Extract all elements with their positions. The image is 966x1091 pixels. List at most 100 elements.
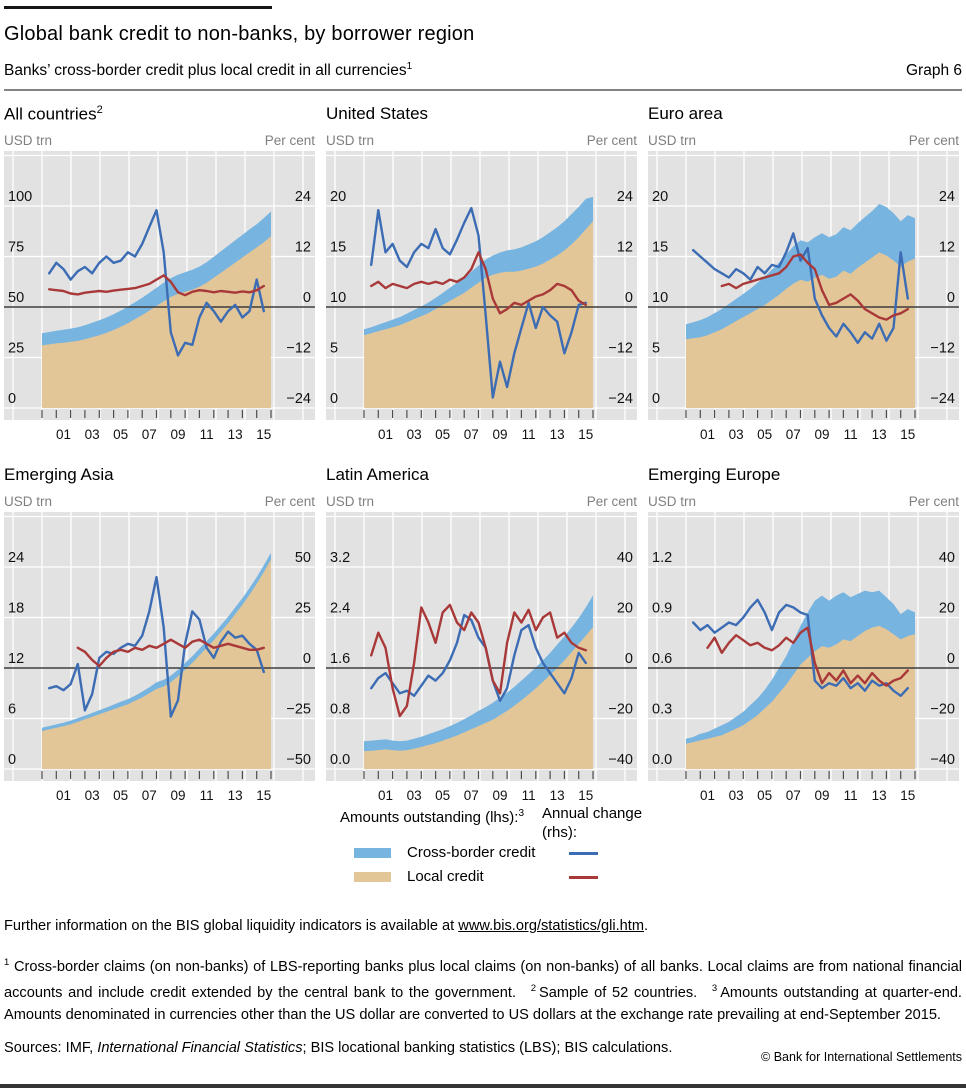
- blue-line-sample-icon: [569, 852, 598, 855]
- panel-title-text: Emerging Europe: [648, 465, 781, 485]
- svg-text:18: 18: [8, 601, 24, 617]
- svg-text:0: 0: [330, 391, 338, 407]
- svg-text:−12: −12: [930, 341, 955, 357]
- legend-row-local-credit: Local credit: [334, 866, 652, 890]
- svg-text:−40: −40: [930, 752, 955, 768]
- svg-text:15: 15: [256, 427, 271, 442]
- svg-text:0.0: 0.0: [652, 752, 672, 768]
- svg-text:12: 12: [8, 651, 24, 667]
- svg-text:−12: −12: [608, 341, 633, 357]
- svg-text:03: 03: [407, 427, 422, 442]
- legend-header-amounts: Amounts outstanding (lhs):3: [340, 804, 542, 842]
- svg-text:24: 24: [939, 189, 955, 205]
- axis-units: USD trn Per cent: [4, 494, 315, 509]
- right-axis-unit: Per cent: [264, 494, 315, 510]
- svg-text:40: 40: [939, 550, 955, 566]
- right-axis-unit: Per cent: [908, 133, 959, 149]
- svg-text:−24: −24: [608, 391, 633, 407]
- svg-text:0: 0: [625, 651, 633, 667]
- svg-text:−40: −40: [608, 752, 633, 768]
- panel-emerging-asia: Emerging Asia USD trn Per cent 24 18 12 6 0 5…: [4, 465, 326, 812]
- left-axis-unit: USD trn: [648, 133, 697, 149]
- svg-text:10: 10: [330, 290, 346, 306]
- svg-text:2.4: 2.4: [330, 601, 350, 617]
- svg-text:5: 5: [652, 341, 660, 357]
- svg-text:07: 07: [786, 427, 801, 442]
- svg-text:09: 09: [814, 427, 829, 442]
- svg-text:07: 07: [786, 788, 801, 803]
- svg-text:11: 11: [200, 427, 214, 442]
- svg-text:5: 5: [330, 341, 338, 357]
- chart-canvas-euro-area: 20 15 10 5 0 24 12 0 −12 −24 01 03 05 07 09 11 13 15: [648, 151, 959, 442]
- panel-all-countries: All countries2 USD trn Per cent 100 75 50 2…: [4, 104, 326, 451]
- svg-text:05: 05: [435, 788, 450, 803]
- svg-text:01: 01: [700, 427, 715, 442]
- chart-canvas-emerging-europe: 1.2 0.9 0.6 0.3 0.0 40 20 0 −20 −40 01 03 05 07 09 11 13…: [648, 512, 959, 803]
- legend-footnote-marker: 3: [518, 808, 524, 819]
- svg-text:07: 07: [464, 788, 479, 803]
- footer: Further information on the BIS global li…: [4, 916, 962, 1056]
- chart-canvas-all-countries: 100 75 50 25 0 24 12 0 −12 −24 01 03 05 07 09 11 13 15: [4, 151, 315, 442]
- svg-text:05: 05: [757, 788, 772, 803]
- info-text-end: .: [644, 918, 649, 935]
- left-axis-unit: USD trn: [4, 133, 53, 149]
- gli-link[interactable]: www.bis.org/statistics/gli.htm: [458, 918, 644, 935]
- footnote-text-2: Sample of 52 countries.: [539, 984, 698, 1001]
- svg-text:03: 03: [729, 427, 744, 442]
- svg-text:0: 0: [947, 290, 955, 306]
- svg-text:15: 15: [652, 240, 668, 256]
- panel-title: Emerging Asia: [4, 465, 326, 490]
- svg-text:05: 05: [113, 427, 128, 442]
- svg-text:12: 12: [617, 240, 633, 256]
- svg-text:50: 50: [8, 290, 24, 306]
- red-line-sample-icon: [569, 876, 598, 879]
- svg-text:03: 03: [729, 788, 744, 803]
- svg-text:6: 6: [8, 702, 16, 718]
- panel-latin-america: Latin America USD trn Per cent 3.2 2.4 1.6…: [326, 465, 648, 812]
- svg-text:11: 11: [200, 788, 214, 803]
- svg-text:25: 25: [8, 341, 24, 357]
- panel-title: Latin America: [326, 465, 648, 490]
- footnote-marker-1: 1: [4, 957, 10, 969]
- svg-text:3.2: 3.2: [330, 550, 350, 566]
- info-line: Further information on the BIS global li…: [4, 916, 962, 937]
- axis-units: USD trn Per cent: [326, 494, 637, 509]
- svg-text:40: 40: [617, 550, 633, 566]
- svg-text:13: 13: [550, 427, 565, 442]
- axis-units: USD trn Per cent: [326, 133, 637, 148]
- sources-publication: International Financial Statistics: [97, 1039, 303, 1056]
- panel-title-text: Euro area: [648, 104, 723, 124]
- svg-text:20: 20: [939, 601, 955, 617]
- svg-text:11: 11: [522, 788, 536, 803]
- svg-text:−24: −24: [286, 391, 311, 407]
- svg-text:01: 01: [56, 788, 71, 803]
- svg-text:07: 07: [142, 788, 157, 803]
- page-subtitle: Banks’ cross-border credit plus local cr…: [4, 61, 412, 80]
- svg-text:15: 15: [578, 427, 593, 442]
- legend-header-amounts-text: Amounts outstanding (lhs):: [340, 809, 519, 826]
- graph-number: Graph 6: [905, 62, 962, 80]
- left-axis-unit: USD trn: [648, 494, 697, 510]
- svg-text:−24: −24: [930, 391, 955, 407]
- svg-text:100: 100: [8, 189, 32, 205]
- axis-units: USD trn Per cent: [4, 133, 315, 148]
- chart-canvas-latin-america: 3.2 2.4 1.6 0.8 0.0 40 20 0 −20 −40 01 03 05 07 09 11 13…: [326, 512, 637, 803]
- svg-text:0: 0: [947, 651, 955, 667]
- chart-canvas-united-states: 20 15 10 5 0 24 12 0 −12 −24 01 03 05 07 09 11 13 15: [326, 151, 637, 442]
- chart-canvas-emerging-asia: 24 18 12 6 0 50 25 0 −25 −50 01 03 05 07 09 11 13 15: [4, 512, 315, 803]
- svg-text:−20: −20: [608, 702, 633, 718]
- cross-border-credit-swatch-icon: [354, 848, 391, 858]
- left-axis-unit: USD trn: [326, 133, 375, 149]
- left-axis-unit: USD trn: [326, 494, 375, 510]
- svg-text:15: 15: [578, 788, 593, 803]
- footnote-marker-2: 2: [530, 983, 536, 995]
- svg-text:15: 15: [900, 788, 915, 803]
- subtitle-text: Banks’ cross-border credit plus local cr…: [4, 62, 407, 80]
- svg-text:09: 09: [170, 427, 185, 442]
- svg-text:1.6: 1.6: [330, 651, 350, 667]
- svg-text:07: 07: [142, 427, 157, 442]
- svg-text:24: 24: [8, 550, 24, 566]
- svg-text:0: 0: [625, 290, 633, 306]
- panel-title-text: Emerging Asia: [4, 465, 114, 485]
- svg-text:12: 12: [295, 240, 311, 256]
